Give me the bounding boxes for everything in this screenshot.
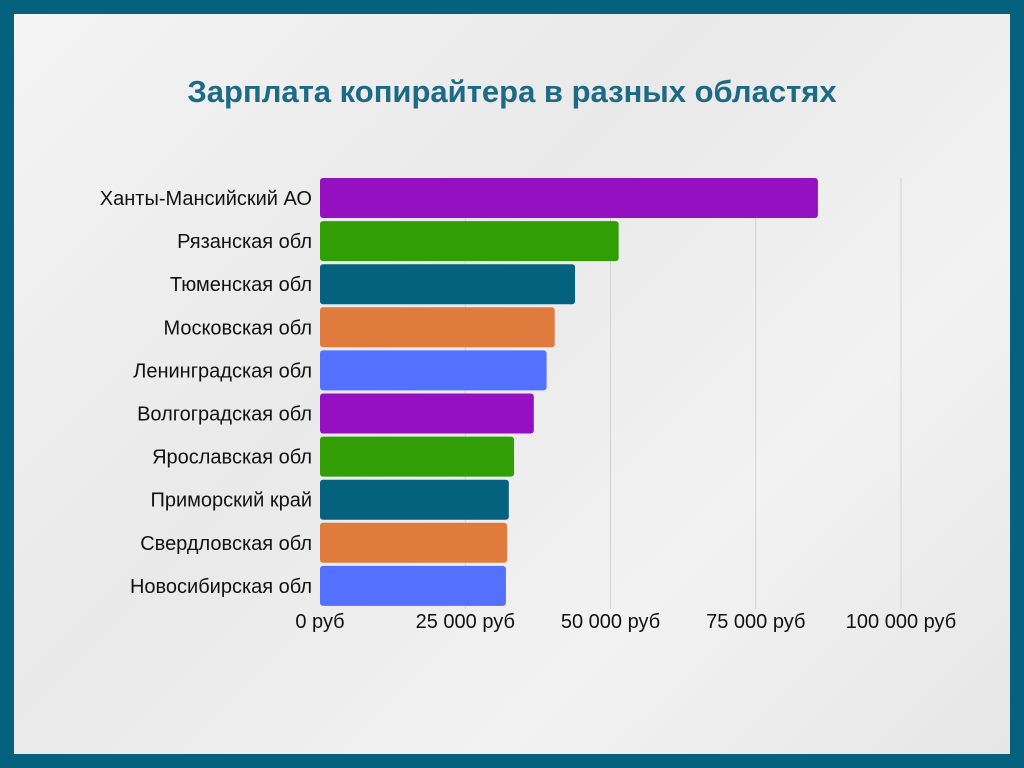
chart-title: Зарплата копирайтера в разных областях: [187, 74, 837, 109]
category-label: Ханты-Мансийский АО: [100, 188, 312, 210]
category-label: Ярославская обл: [152, 447, 312, 469]
bar: [320, 307, 555, 348]
bar: [320, 178, 818, 218]
category-label: Рязанская обл: [177, 231, 312, 253]
category-label: Волгоградская обл: [137, 404, 312, 426]
x-tick-label: 75 000 руб: [706, 611, 805, 633]
bar: [320, 221, 619, 262]
bar: [320, 350, 547, 391]
category-label: Московская обл: [163, 317, 312, 339]
x-tick-label: 0 руб: [295, 611, 344, 633]
x-tick-label: 25 000 руб: [416, 611, 515, 633]
bar: [320, 522, 508, 563]
bar: [320, 393, 534, 434]
x-tick-label: 100 000 руб: [846, 611, 956, 633]
bar: [320, 264, 576, 305]
bar: [320, 565, 506, 606]
bar: [320, 436, 515, 477]
bar: [320, 479, 509, 520]
category-label: Свердловская обл: [140, 533, 312, 555]
category-label: Приморский край: [151, 490, 312, 512]
x-tick-label: 50 000 руб: [561, 611, 660, 633]
category-label: Новосибирская обл: [130, 576, 312, 598]
category-label: Ленинградская обл: [133, 360, 312, 382]
category-label: Тюменская обл: [170, 274, 312, 296]
